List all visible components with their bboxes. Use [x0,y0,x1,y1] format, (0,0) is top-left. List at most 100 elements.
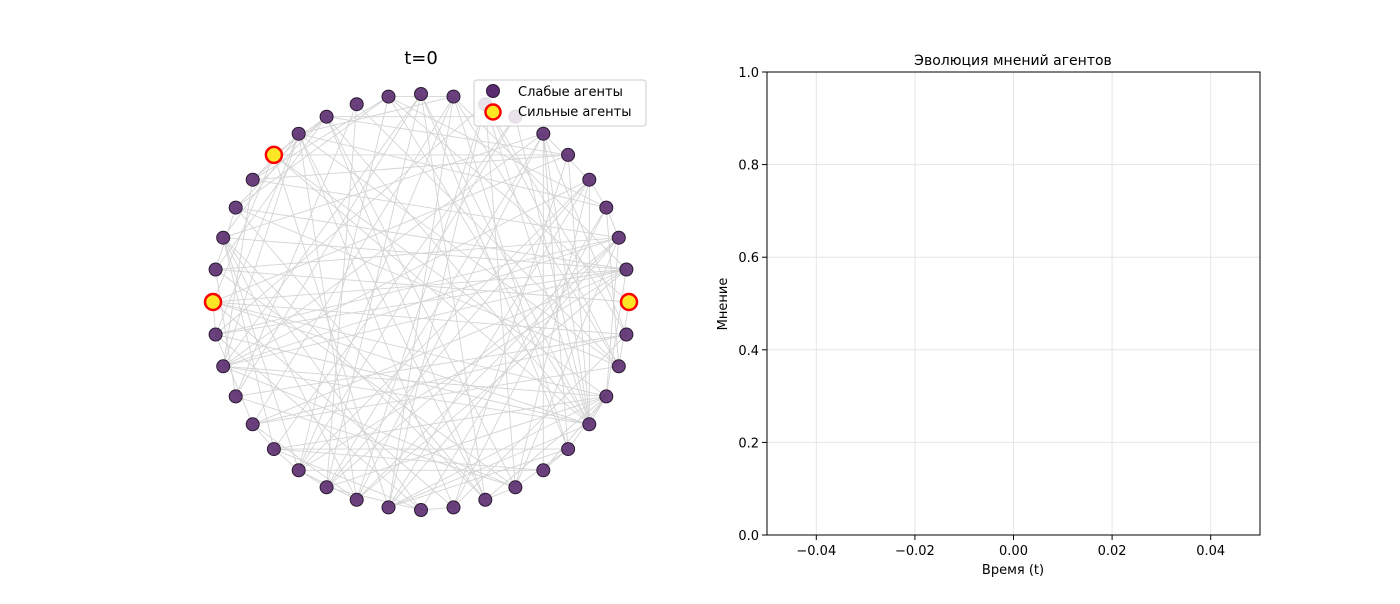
network-edge [215,237,619,270]
weak-agent-node [508,480,523,495]
network-edge [298,96,389,471]
x-axis-ticks: −0.04 −0.02 0.00 0.02 0.04 [796,535,1225,559]
weak-agent-node [349,492,364,507]
network-edge [484,104,516,488]
weak-agent-node [414,87,428,101]
network-edge [388,96,590,425]
weak-agent-node [561,442,576,457]
network-edge [235,104,358,397]
network-edge [273,154,607,397]
network-edge [420,93,569,450]
network-edge [356,269,627,501]
y-tick-label: 0.0 [738,529,759,544]
network-edge [235,116,327,208]
weak-agent-node [561,147,576,162]
network-edge [298,96,454,135]
network-edge [215,334,590,425]
x-tick-label: 0.00 [999,544,1028,559]
network-edge [212,154,569,303]
network-edge [235,93,422,397]
network-edge [212,154,275,303]
weak-agent-node [381,500,396,515]
network-title: t=0 [404,48,438,69]
x-tick-label: 0.04 [1196,544,1225,559]
network-edge [223,133,544,239]
network-edge [514,179,590,488]
weak-agent-node [216,230,231,245]
weak-agent-node [619,327,634,342]
network-edge [388,395,607,508]
network-edge [453,154,569,508]
network-edge [223,237,627,270]
network-edge [222,179,590,367]
strong-agent-node [264,145,284,165]
network-edge [298,133,454,508]
network-edge [326,104,358,488]
network-edge [215,103,486,335]
network-edge [252,96,454,425]
strong-agent-node [203,292,223,312]
weak-agent-node [599,389,614,404]
network-edge [222,237,358,501]
network-edge [326,395,607,488]
network-edge [222,133,300,367]
network-edge [453,334,627,508]
line-plot-panel: Эволюция мнений агентов −0.04 −0.02 0.00 0.… [716,53,1261,578]
plot-title: Эволюция мнений агентов [914,53,1112,69]
network-edge [212,301,590,425]
weak-agent-node [611,359,626,374]
weak-agent-node [349,97,364,112]
network-edge [212,269,627,303]
network-edge [453,96,620,367]
y-tick-label: 0.4 [738,344,759,359]
network-edge [388,179,590,508]
strong-agent-node [619,292,639,312]
network-edge [223,269,627,367]
y-axis-ticks: 0.0 0.2 0.4 0.6 0.8 1.0 [738,66,767,544]
weak-agent-node [536,463,551,478]
network-edge [222,133,544,367]
weak-agent-node [228,389,243,404]
network-legend: Слабые агенты Сильные агенты [473,79,647,127]
network-edge [326,133,544,488]
network-edge [356,103,620,367]
network-edge [298,133,486,501]
network-edge [252,423,357,501]
network-edge [222,237,486,501]
network-edge [326,237,620,488]
network-edge [388,96,607,209]
network-edges [212,93,630,511]
network-edge [542,133,627,335]
network-edge [605,269,627,397]
network-edge [235,96,389,208]
legend-weak-marker [486,84,500,98]
weak-agent-node [245,172,260,187]
network-edge [215,334,254,425]
network-edge [420,207,607,511]
weak-agent-node [245,417,260,432]
network-edge [388,96,630,303]
network-edge [298,96,454,471]
legend-strong-marker [484,103,502,121]
y-tick-label: 0.8 [738,159,759,174]
network-panel: t=0 Слабые агенты Сильные агенты [203,48,647,517]
weak-agent-node [599,200,614,215]
legend-strong-label: Сильные агенты [518,105,632,120]
network-edge [484,103,627,335]
weak-agent-node [319,480,334,495]
network-edge [273,116,516,450]
network-edge [273,448,422,511]
network-edge [326,179,590,488]
network-edge [222,179,254,367]
weak-agent-node [228,200,243,215]
network-edge [356,133,544,501]
weak-agent-node [414,503,428,517]
network-edge [215,116,327,270]
network-edge [252,334,627,425]
network-edge [326,116,486,500]
network-edge [326,116,569,156]
network-edge [235,207,619,367]
weak-agent-node [611,230,626,245]
